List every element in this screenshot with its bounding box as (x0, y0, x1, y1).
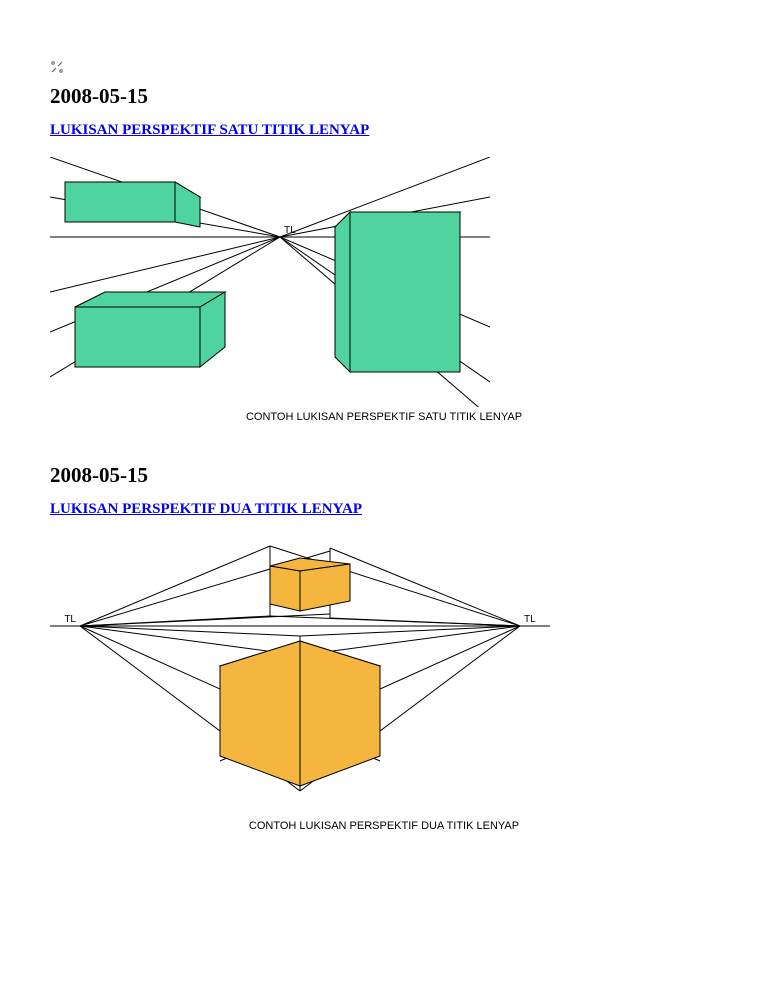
svg-text:TL: TL (524, 614, 536, 625)
figure-caption: CONTOH LUKISAN PERSPEKTIF SATU TITIK LEN… (50, 411, 718, 423)
tools-icon (50, 60, 718, 78)
one-point-perspective-diagram: TL (50, 157, 490, 407)
figure-one-point: TL CONTOH LUKISAN PERSPEKTIF SATU TITIK … (50, 157, 718, 423)
svg-text:TL: TL (64, 614, 76, 625)
post-title-link[interactable]: LUKISAN PERSPEKTIF DUA TITIK LENYAP (50, 501, 362, 518)
svg-text:TL: TL (284, 225, 296, 236)
figure-caption: CONTOH LUKISAN PERSPEKTIF DUA TITIK LENY… (50, 820, 718, 832)
two-point-perspective-diagram: TL TL (50, 536, 550, 816)
post-date: 2008-05-15 (50, 463, 718, 488)
post-title-link[interactable]: LUKISAN PERSPEKTIF SATU TITIK LENYAP (50, 122, 369, 139)
post-1: 2008-05-15 LUKISAN PERSPEKTIF SATU TITIK… (50, 84, 718, 423)
page: 2008-05-15 LUKISAN PERSPEKTIF SATU TITIK… (0, 0, 768, 994)
post-date: 2008-05-15 (50, 84, 718, 109)
figure-two-point: TL TL CONTOH LUKISAN PERSPEKTIF DUA TITIK… (50, 536, 718, 832)
post-2: 2008-05-15 LUKISAN PERSPEKTIF DUA TITIK … (50, 463, 718, 832)
